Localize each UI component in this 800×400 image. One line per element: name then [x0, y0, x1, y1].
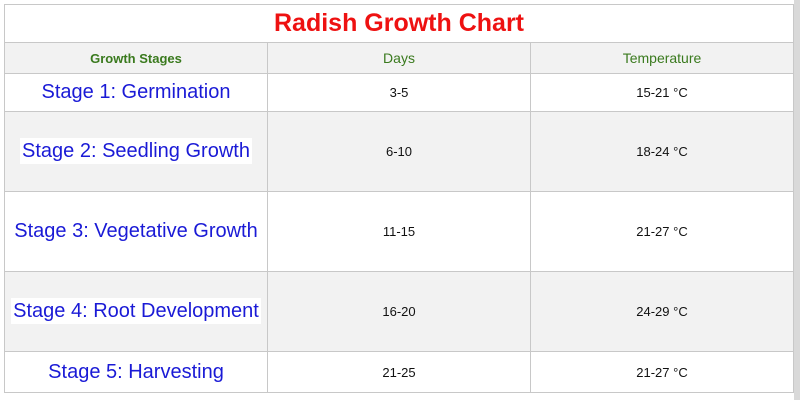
days-cell: 11-15 [267, 191, 531, 272]
column-header-stages: Growth Stages [4, 42, 268, 74]
growth-table: Radish Growth Chart Growth Stages Days T… [4, 4, 794, 393]
stage-cell: Stage 4: Root Development [11, 298, 261, 324]
table-row: Stage 5: Harvesting 21-25 21-27 °C [4, 351, 794, 393]
table-row: Stage 4: Root Development 16-20 24-29 °C [4, 271, 794, 352]
days-cell: 6-10 [267, 111, 531, 192]
stage-cell: Stage 1: Germination [39, 79, 233, 105]
temperature-cell: 18-24 °C [530, 111, 794, 192]
table-row: Stage 3: Vegetative Growth 11-15 21-27 °… [4, 191, 794, 272]
temperature-cell: 15-21 °C [530, 73, 794, 112]
days-cell: 21-25 [267, 351, 531, 393]
temperature-cell: 21-27 °C [530, 191, 794, 272]
scrollbar-edge [794, 0, 800, 400]
column-header-temperature: Temperature [530, 42, 794, 74]
stage-cell: Stage 2: Seedling Growth [20, 138, 252, 164]
days-cell: 16-20 [267, 271, 531, 352]
table-row: Stage 1: Germination 3-5 15-21 °C [4, 73, 794, 112]
temperature-cell: 24-29 °C [530, 271, 794, 352]
column-header-days: Days [267, 42, 531, 74]
temperature-cell: 21-27 °C [530, 351, 794, 393]
table-title: Radish Growth Chart [4, 4, 794, 43]
stage-cell: Stage 5: Harvesting [46, 358, 226, 385]
days-cell: 3-5 [267, 73, 531, 112]
stage-cell: Stage 3: Vegetative Growth [12, 218, 260, 244]
table-row: Stage 2: Seedling Growth 6-10 18-24 °C [4, 111, 794, 192]
